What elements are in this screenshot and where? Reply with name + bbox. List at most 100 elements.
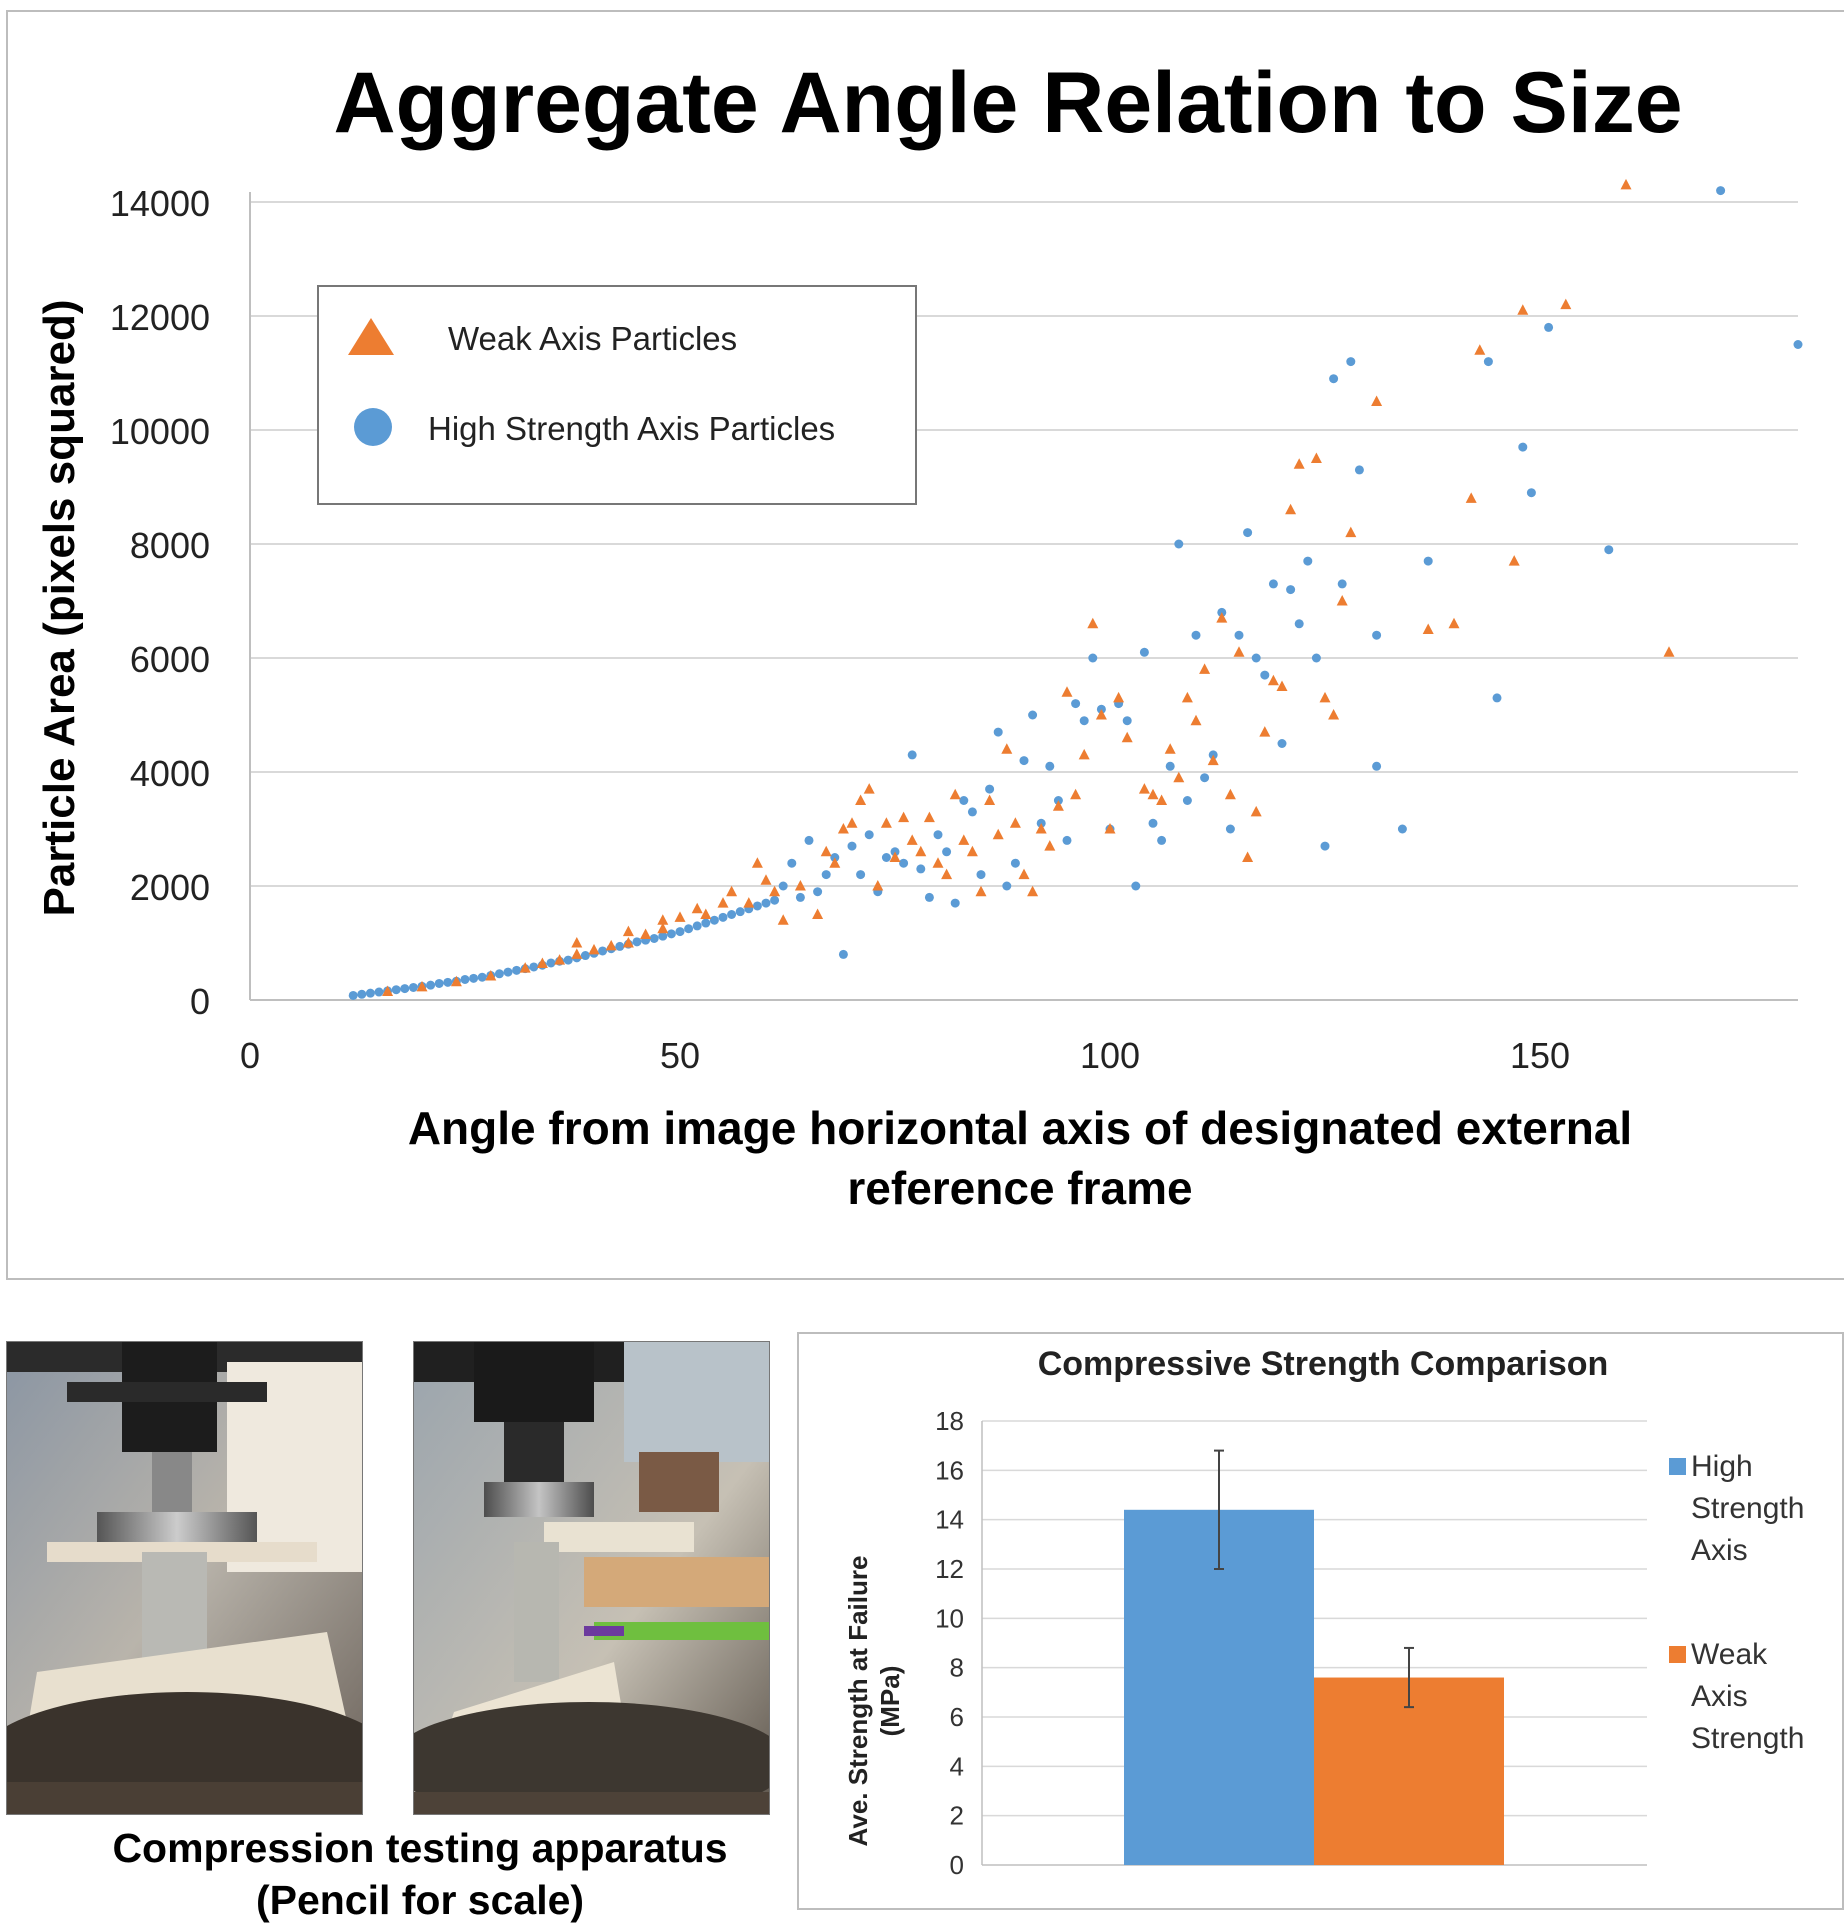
data-point-weak-axis (1328, 709, 1340, 720)
data-point-high-strength (494, 969, 504, 979)
data-point-high-strength (1286, 585, 1296, 595)
y-tick-label: 10 (935, 1603, 964, 1633)
data-point-high-strength (391, 985, 401, 995)
data-point-weak-axis (1190, 714, 1202, 726)
legend-marker-weak (348, 318, 394, 355)
data-point-weak-axis (1113, 691, 1125, 703)
y-tick-label: 6000 (130, 639, 210, 680)
data-point-high-strength (1329, 374, 1339, 384)
data-point-high-strength (1294, 619, 1304, 629)
data-point-high-strength (701, 918, 711, 928)
data-point-weak-axis (536, 957, 548, 969)
x-tick-label: 150 (1510, 1035, 1570, 1076)
data-point-high-strength (426, 980, 436, 990)
x-axis-label-line2: reference frame (847, 1162, 1192, 1214)
data-point-high-strength (1010, 858, 1020, 868)
data-point-weak-axis (1104, 823, 1116, 834)
data-point-weak-axis (1371, 395, 1383, 406)
data-point-high-strength (1045, 761, 1055, 771)
data-point-high-strength (856, 870, 866, 880)
data-point-weak-axis (1336, 595, 1348, 606)
data-point-high-strength (1028, 710, 1038, 720)
data-point-high-strength (1182, 796, 1192, 805)
data-point-high-strength (727, 910, 737, 919)
data-point-high-strength (1191, 630, 1201, 640)
data-point-high-strength (1346, 357, 1356, 367)
data-point-high-strength (804, 835, 814, 845)
bar-y-ticks: 0 2 4 6 8 10 12 14 16 18 (935, 1406, 964, 1880)
y-tick-label: 8 (950, 1653, 964, 1683)
data-point-weak-axis (932, 857, 944, 868)
data-point-high-strength (847, 841, 857, 851)
data-point-high-strength (443, 977, 453, 987)
data-point-weak-axis (588, 943, 600, 955)
scatter-x-ticks: 0 50 100 150 (240, 1035, 1570, 1076)
data-point-weak-axis (1293, 458, 1305, 469)
data-point-high-strength (400, 984, 410, 994)
data-point-high-strength (1071, 699, 1081, 709)
data-point-weak-axis (1199, 663, 1211, 674)
data-point-weak-axis (1001, 743, 1013, 754)
data-point-weak-axis (751, 857, 763, 868)
data-point-high-strength (1372, 630, 1382, 640)
data-point-high-strength (1062, 835, 1072, 845)
data-point-high-strength (1544, 322, 1554, 332)
data-point-weak-axis (1465, 492, 1477, 503)
data-point-weak-axis (700, 908, 712, 919)
data-point-high-strength (864, 830, 874, 840)
data-point-high-strength (1268, 579, 1278, 589)
y-tick-label: 12 (935, 1554, 964, 1584)
data-point-high-strength (1148, 818, 1158, 828)
compression-apparatus-photo-left (6, 1341, 363, 1815)
data-point-weak-axis (863, 783, 875, 794)
data-point-weak-axis (1267, 674, 1279, 686)
bar-chart: Compressive Strength Comparison 0 2 4 6 8 10 1… (843, 1345, 1804, 1880)
data-point-high-strength (512, 965, 522, 975)
legend-swatch (1669, 1646, 1686, 1663)
data-point-high-strength (899, 858, 909, 868)
data-point-high-strength (1303, 556, 1313, 566)
data-point-high-strength (1131, 881, 1141, 891)
data-point-weak-axis (898, 811, 910, 823)
data-point-weak-axis (1620, 178, 1632, 190)
data-point-high-strength (813, 887, 823, 897)
data-point-high-strength (1165, 761, 1175, 771)
data-point-weak-axis (923, 811, 935, 823)
data-point-high-strength (993, 727, 1003, 737)
compression-apparatus-photo-right (413, 1341, 770, 1815)
error-bars (1214, 1449, 1414, 1709)
data-point-high-strength (916, 864, 926, 874)
data-point-high-strength (1526, 488, 1536, 498)
data-point-high-strength (503, 967, 513, 977)
data-point-high-strength (692, 921, 702, 931)
data-point-high-strength (718, 912, 728, 922)
photos-caption: Compression testing apparatus (Pencil fo… (0, 1822, 840, 1926)
data-point-weak-axis (622, 925, 634, 937)
legend-marker-high (354, 408, 392, 446)
data-point-high-strength (1079, 716, 1089, 726)
data-point-high-strength (1397, 824, 1407, 834)
data-point-high-strength (649, 933, 659, 943)
data-point-weak-axis (872, 880, 884, 891)
data-point-weak-axis (820, 845, 832, 857)
data-point-weak-axis (1250, 805, 1262, 817)
data-point-weak-axis (1276, 680, 1288, 691)
legend-label: High Strength Axis (1691, 1450, 1804, 1567)
data-point-weak-axis (1044, 840, 1056, 851)
data-point-high-strength (529, 962, 539, 972)
y-tick-label: 8000 (130, 525, 210, 566)
data-point-weak-axis (760, 874, 772, 885)
data-point-high-strength (1793, 340, 1803, 349)
data-point-high-strength (709, 915, 719, 925)
data-point-weak-axis (657, 922, 669, 934)
legend-label-high: High Strength Axis Particles (428, 410, 835, 447)
data-point-high-strength (408, 982, 418, 992)
x-axis-label-line1: Angle from image horizontal axis of desi… (408, 1102, 1632, 1154)
bar-chart-panel: Compressive Strength Comparison 0 2 4 6 8 10 1… (797, 1332, 1844, 1910)
data-point-high-strength (1139, 647, 1149, 657)
data-point-high-strength (924, 892, 934, 902)
data-point-weak-axis (949, 788, 961, 800)
data-point-weak-axis (1259, 726, 1271, 737)
data-point-weak-axis (889, 851, 901, 862)
y-tick-label: 6 (950, 1702, 964, 1732)
